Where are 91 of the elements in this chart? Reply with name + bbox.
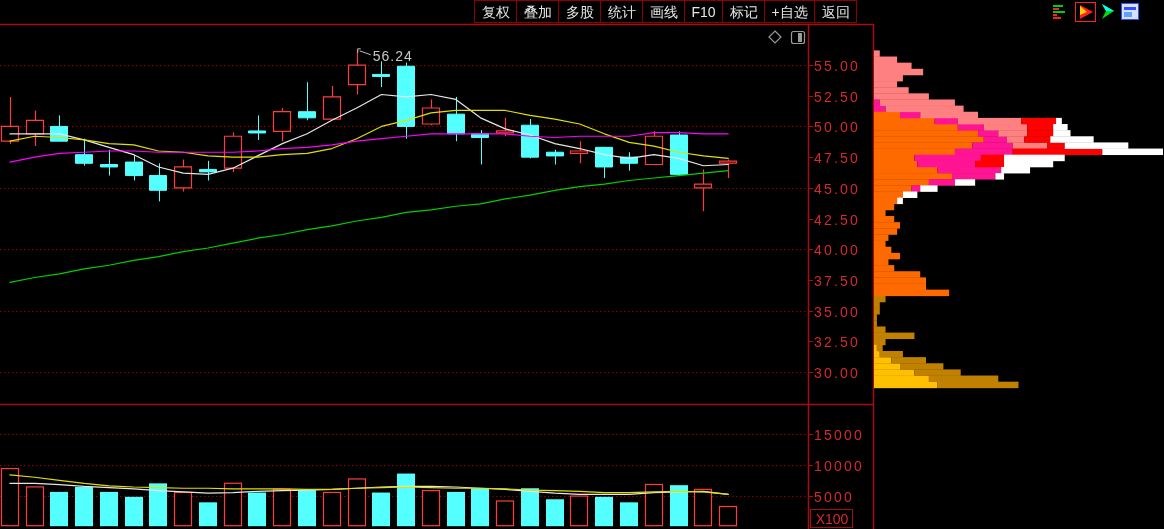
candlestick [75,138,93,167]
bar [920,185,938,192]
bar [125,496,143,527]
y-tick-label: 32.50 [814,333,861,350]
y-tick-label: 5000 [814,488,854,505]
bar [372,492,390,527]
y-tick-label: 52.50 [814,88,861,105]
toolbar-button: 复权 [474,0,517,23]
y-tick-label: 40.00 [814,241,861,258]
y-axis-title: X100 [815,511,849,527]
line-series [9,474,729,495]
candlestick [397,62,415,140]
y-tick-label: 45.00 [814,180,861,197]
bar [471,488,489,527]
bar [397,473,415,527]
bar [934,117,958,125]
candlestick [693,168,713,212]
bar [421,489,441,527]
bar [495,500,515,527]
toolbar-button: +自选 [764,0,815,23]
bar [693,488,713,527]
y-tick-label: 15000 [814,426,864,443]
toolbar-button: 叠加 [516,0,559,23]
bar [199,502,217,527]
candlestick [595,146,613,179]
candlestick [718,159,738,179]
bar [100,491,118,527]
bar [223,482,243,527]
y-tick-label: 30.00 [814,364,861,381]
bar [347,478,367,527]
bar [569,495,589,527]
y-tick-label: 47.50 [814,149,861,166]
y-tick-label: 50.00 [814,118,861,135]
bar [298,490,316,527]
bar [954,179,976,186]
y-tick-label: 37.50 [814,272,861,289]
candlestick [0,96,20,145]
toolbar-button: 标记 [722,0,765,23]
toolbar-button: 统计 [600,0,643,23]
bar [911,185,921,192]
bar [644,483,664,527]
candlestick [670,130,688,177]
bar [173,491,193,527]
annotation: 56.24 [372,47,413,64]
line-series [9,170,729,284]
bar [620,502,638,527]
bar [25,486,45,527]
line-series [9,109,729,159]
y-tick-label: 35.00 [814,303,861,320]
bar [149,483,167,527]
toolbar-button: 返回 [814,0,857,23]
candlestick [569,140,589,164]
bar [447,491,465,527]
candlestick [421,98,441,126]
bar [900,111,921,119]
y-tick-label: 42.50 [814,211,861,228]
bar [902,191,918,198]
toolbar-button: 多股 [558,0,601,23]
bar [670,485,688,527]
candlestick [298,81,316,121]
candlestick [372,60,390,88]
bar [75,487,93,527]
candlestick [100,149,118,177]
bar [272,488,292,527]
candlestick [322,85,342,120]
bar [897,197,903,205]
candlestick [149,162,167,202]
bar [322,491,342,527]
candlestick [125,154,143,181]
candlestick [471,129,489,166]
candlestick [546,149,564,166]
candlestick [173,159,193,193]
bar [50,491,68,527]
bar [718,505,738,527]
y-tick-label: 10000 [814,457,864,474]
candlestick [248,114,266,141]
bar [248,492,266,527]
toolbar-button: F10 [684,0,723,23]
candlestick [495,117,515,137]
candlestick [25,109,45,147]
line-series [9,131,729,163]
toolbar-button: 画线 [642,0,685,23]
candlestick [272,107,292,142]
bar [546,499,564,527]
bar [0,467,20,527]
candlestick [521,118,539,159]
bar [521,488,539,527]
bar [595,496,613,527]
candlestick [447,96,465,142]
line-series [9,93,729,175]
y-tick-label: 55.00 [814,57,861,74]
